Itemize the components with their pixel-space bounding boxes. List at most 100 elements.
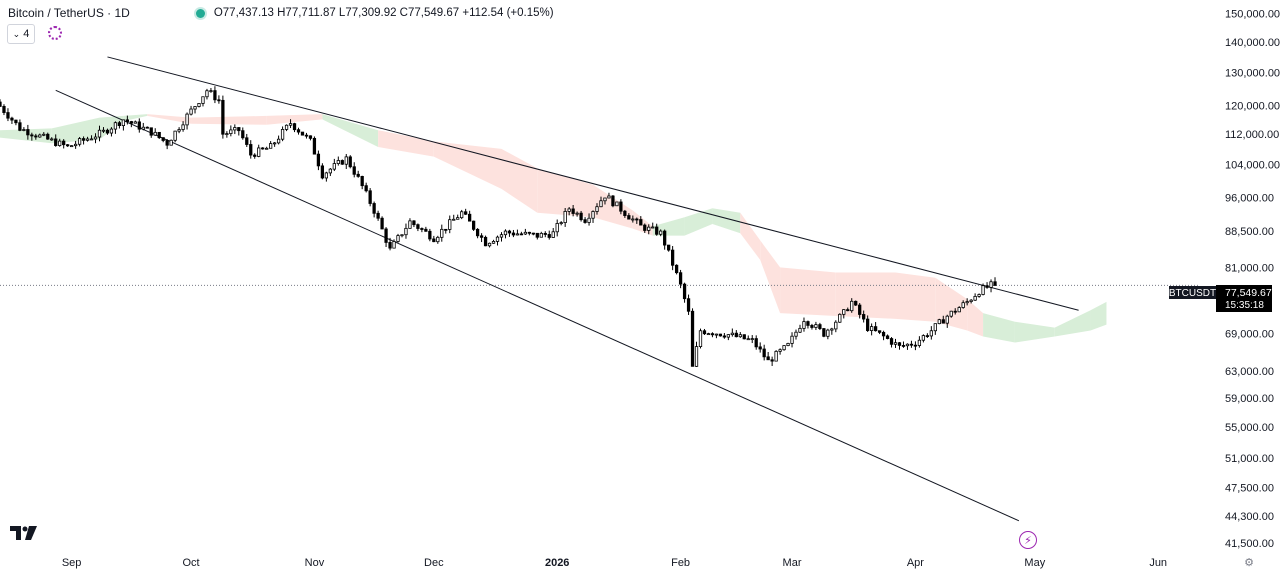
y-tick-label: 44,300.00 [1225,511,1274,523]
candle-body [404,227,408,236]
candle-body [933,323,937,332]
y-tick-label: 140,000.00 [1225,37,1280,49]
candle-body [109,128,114,134]
candle-body [10,117,14,121]
indicators-toggle-button[interactable]: ⌄ 4 [7,24,35,44]
candle-body [440,228,444,238]
candle-body [77,138,82,145]
time-axis[interactable]: Sep Oct Nov Dec 2026 Feb Mar Apr May Jun [62,557,1167,569]
candle-body [563,210,567,224]
candle-body [487,242,492,247]
candle-body [360,175,364,187]
candle-body [873,326,878,332]
candle-body [770,359,774,362]
candle-body [237,127,241,132]
candle-body [706,333,711,336]
candle-body [456,217,460,220]
cloud-segment [266,114,323,125]
candle-body [471,220,476,230]
candle-body [328,168,332,174]
candle-body [316,153,321,167]
candle-body [511,232,516,236]
ohlc-readout: O77,437.13 H77,711.87 L77,309.92 C77,549… [213,7,554,19]
y-tick-label: 104,000.00 [1225,159,1280,171]
candle-body [272,142,277,145]
candle-body [559,222,563,225]
candle-body [730,332,734,336]
price-axis[interactable]: 150,000.00 140,000.00 130,000.00 120,000.00… [1225,9,1280,550]
price-tag: BTCUSDT 77,549.67 15:35:18 [1169,285,1272,312]
candle-body [352,166,356,175]
cloud-segment [780,267,836,316]
ichimoku-cloud [0,114,1107,343]
candle-body [555,223,559,233]
y-tick-label: 59,000.00 [1225,393,1274,405]
candle-body [551,231,555,238]
candle-body [93,136,98,140]
candle-body [842,309,846,315]
candle-body [503,230,508,236]
candle-body [372,203,376,214]
candle-body [265,147,269,150]
y-tick-label: 150,000.00 [1225,9,1280,21]
candle-body [332,163,336,170]
cloud-segment [322,114,379,147]
candle-body [483,236,488,247]
candle-body [241,130,245,139]
candle-body [893,342,898,345]
candle-body [364,185,368,192]
candle-body [66,144,70,147]
gear-icon[interactable]: ⚙ [1244,557,1254,569]
candle-body [34,135,38,138]
candle-body [97,129,102,138]
candle-body [129,121,133,124]
candle-body [850,300,854,312]
price-tag-value: 77,549.67 [1225,287,1272,299]
candle-body [905,343,910,347]
symbol-title[interactable]: Bitcoin / TetherUS · 1D [8,6,130,20]
cloud-segment [760,240,781,314]
candle-body [368,190,372,204]
lightning-icon[interactable]: ⚡︎ [1019,531,1037,549]
tradingview-logo[interactable] [10,526,37,545]
cloud-segment [191,115,267,125]
candle-body [2,105,6,113]
cloud-segment [378,130,434,157]
candle-body [384,228,388,243]
candle-body [527,231,531,234]
cloud-segment [1090,301,1107,331]
candle-body [702,330,707,335]
loading-spinner-button[interactable] [47,24,63,42]
candle-body [54,138,58,146]
candle-body [185,113,189,126]
candle-body [814,324,818,328]
cloud-segment [967,299,984,337]
candle-body [452,218,456,221]
candle-body [603,197,607,202]
candle-body [479,235,484,238]
price-tag-symbol: BTCUSDT [1169,288,1216,299]
candle-body [153,131,157,136]
candle-body [663,230,667,246]
candle-body [42,133,46,136]
candle-body [543,232,547,235]
x-tick-label: Dec [424,557,444,569]
candle-body [89,138,94,141]
candle-body [217,99,221,102]
cloud-segment [895,272,936,322]
candle-body [682,283,687,300]
candle-body [261,147,265,150]
candle-body [921,335,926,341]
candle-body [583,219,587,223]
candle-body [46,133,50,140]
trendlines[interactable] [55,56,1079,522]
candle-body [523,231,528,235]
cloud-segment [123,114,148,122]
y-tick-label: 51,000.00 [1225,453,1274,465]
price-tag-countdown: 15:35:18 [1225,300,1264,311]
candle-body [6,112,10,119]
candle-body [619,201,623,212]
candle-body [113,122,118,130]
candle-body [591,211,595,219]
